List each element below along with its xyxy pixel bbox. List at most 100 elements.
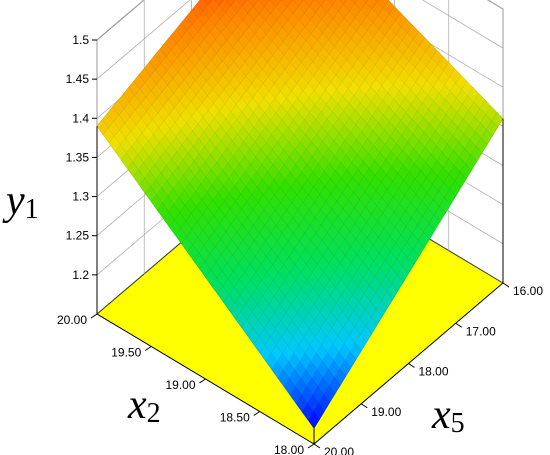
surface-mesh-line [387,0,504,119]
z-tick-label: 1.35 [66,150,90,164]
surface-mesh-line [181,0,358,244]
surface-mesh-line [205,6,395,278]
x-axis-title: x2 [127,382,161,429]
surface-mesh-line [149,61,367,343]
surface-cell [203,0,213,6]
surface-mesh-line [303,0,467,179]
surface-mesh-line [128,87,346,377]
surface-mesh-line [165,42,383,317]
surface-mesh-line [235,37,425,320]
surface-mesh-line [114,0,236,152]
surface-mesh-line [247,0,441,223]
response-surface [96,0,504,429]
surface-mesh-line [193,0,379,261]
surface-mesh-line [283,87,474,387]
surface-mesh-line [112,106,330,403]
surface-mesh-line [269,0,451,205]
surface-mesh-line [126,0,259,169]
x2-tick-label: 19.50 [111,346,141,360]
surface-mesh-line [350,0,488,145]
z-gridline [96,0,504,80]
surface-mesh-line [199,0,389,269]
x5-tick-label: 17.00 [466,324,496,338]
y-axis-title: x5 [431,392,465,439]
surface-mesh-line [258,0,446,214]
x5-tick [502,282,510,288]
surface-mesh-line [175,29,393,300]
surface-mesh-line [175,0,347,236]
x2-tick-label: 18.50 [220,411,250,425]
x2-tick-label: 18.00 [274,443,304,455]
z-tick-label: 1.2 [72,268,89,282]
x5-tick [313,443,321,449]
surface-mesh-line [277,81,468,379]
surface-mesh-line [120,0,248,160]
surface-mesh-line [280,0,456,197]
surface-mesh-line [144,68,362,352]
surface-mesh-line [102,119,320,420]
surface-cell [338,0,347,5]
x5-tick-label: 18.00 [419,365,449,379]
x2-tick-label: 20.00 [57,313,87,327]
surface-mesh-line [132,0,270,177]
surface-mesh-line [289,93,480,395]
surface-mesh-line [145,0,293,194]
surface-cell [269,0,282,8]
z-tick-label: 1.45 [66,72,90,86]
surface-mesh-line [241,43,431,328]
surface-mesh-line [236,0,435,231]
surface-mesh-line [217,18,407,295]
surface-mesh-line [327,0,477,162]
x5-tick-label: 20.00 [324,445,354,455]
surface-mesh-line [271,74,462,370]
x2-tick [307,443,315,449]
surface-cell [303,0,315,7]
surface-cell [225,0,236,7]
z-tick-label: 1.5 [72,33,89,47]
surface-mesh-line [170,35,388,309]
surface-mesh-line [151,0,304,202]
x5-tick-label: 19.00 [371,405,401,419]
surface-mesh-line [196,3,414,266]
surface-mesh-line [247,50,437,337]
surface-mesh-line [229,31,419,311]
surface-mesh-line [253,56,443,345]
surface-mesh-line [191,10,409,274]
surface-mesh-line [203,0,420,257]
surface-mesh-line [295,99,486,404]
surface-cell [280,0,293,8]
surface-mesh-line [157,0,315,211]
x2-tick [90,313,98,319]
z-tick-label: 1.3 [72,190,89,204]
z-tick-label: 1.25 [66,229,90,243]
z-tick-label: 1.4 [72,111,89,125]
surface-mesh-line [214,0,425,248]
tick-labels: 18.00 18.50 19.00 19.50 20.00 16.00 17.00 18.00… [57,33,543,455]
surface-mesh-line [108,0,224,144]
surface-cell [247,0,259,7]
surface-mesh-line [223,25,413,303]
surface-cell [236,0,248,7]
surface-mesh-line [225,0,430,240]
surface-mesh-line [375,0,498,128]
surface-cell [96,119,109,135]
surface-mesh-line [313,118,504,429]
surface-mesh-line [301,106,492,412]
surface-mesh-line [259,62,449,353]
surface-mesh-line [292,0,462,188]
surface-mesh-line [117,100,336,395]
surface-mesh-line [123,93,341,386]
surface-mesh-line [163,0,326,219]
surface-mesh-line [265,68,455,362]
x5-tick [360,403,368,409]
surface-mesh-line [169,0,337,228]
surface-mesh-line [180,23,399,291]
surface-cell [363,0,369,4]
surface-mesh-line [211,12,401,286]
surface-cell [292,0,304,7]
surface-mesh-line [102,0,213,135]
surface-mesh-line [363,0,493,136]
surface-mesh-line [96,0,201,127]
x5-tick-label: 16.00 [513,284,543,298]
